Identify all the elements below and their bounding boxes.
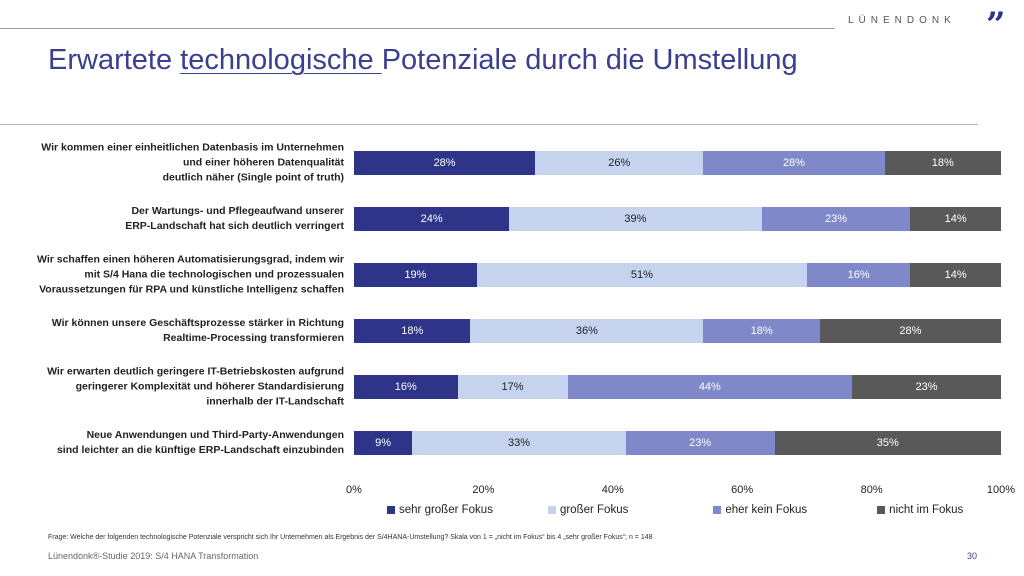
data-label: 18% [750, 325, 773, 337]
bar-segment: 14% [910, 207, 1001, 231]
bar-segment: 17% [457, 375, 568, 399]
data-label: 44% [698, 381, 721, 393]
title-part: Erwartete [48, 44, 181, 76]
legend-label: sehr großer Fokus [399, 504, 493, 516]
bar-segment: 18% [703, 319, 820, 343]
bar-segment: 19% [354, 263, 477, 287]
data-label: 35% [876, 437, 899, 449]
bar-segment: 23% [625, 431, 775, 455]
bar-segment: 36% [470, 319, 704, 343]
category-label: Neue Anwendungen und Third-Party-Anwendu… [56, 429, 344, 456]
bar-segment: 35% [774, 431, 1001, 455]
bar-segment: 39% [509, 207, 762, 231]
data-label: 18% [931, 157, 954, 169]
data-label: 51% [630, 269, 653, 281]
legend-label: eher kein Fokus [725, 504, 808, 516]
data-label: 28% [782, 157, 805, 169]
data-label: 19% [404, 269, 427, 281]
legend-swatch [387, 506, 395, 514]
bar-segment: 16% [806, 263, 911, 287]
x-tick-label: 20% [472, 484, 495, 496]
page-number: 30 [967, 551, 978, 561]
x-tick-label: 80% [860, 484, 883, 496]
data-label: 14% [944, 213, 967, 225]
data-label: 24% [420, 213, 443, 225]
data-label: 23% [689, 437, 712, 449]
logo: LÜNENDONK [848, 15, 956, 26]
category-label: Wir können unsere Geschäftsprozesse stär… [51, 317, 344, 344]
bar-segment: 44% [567, 375, 853, 399]
x-tick-label: 100% [986, 484, 1016, 496]
data-label: 16% [394, 381, 417, 393]
bar-segment: 28% [819, 319, 1001, 343]
legend-item: nicht im Fokus [877, 504, 963, 516]
data-label: 23% [824, 213, 848, 225]
data-label: 28% [899, 325, 922, 337]
x-tick-label: 0% [346, 484, 362, 496]
legend-swatch [547, 506, 556, 514]
data-label: 26% [608, 157, 631, 169]
data-label: 16% [847, 269, 870, 281]
data-label: 33% [507, 437, 530, 449]
data-label: 28% [433, 157, 456, 169]
legend: sehr großer Fokus großer Fokus eher kein F… [387, 504, 963, 516]
bar-segment: 14% [910, 263, 1001, 287]
bar-segment: 51% [476, 263, 807, 287]
category-label: Wir schaffen einen höheren Automatisieru… [37, 253, 344, 296]
data-label: 23% [915, 381, 938, 393]
logo-quote-icon: ” [986, 5, 1006, 45]
data-label: 9% [375, 437, 392, 449]
bar-segment: 23% [761, 207, 911, 231]
bar-segment: 18% [884, 151, 1001, 175]
data-label: 39% [624, 213, 647, 225]
category-label: Wir kommen einer einheitlichen Datenbasi… [41, 141, 344, 184]
bar-segment: 24% [354, 207, 510, 231]
legend-item: eher kein Fokus [713, 504, 807, 516]
data-label: 14% [944, 269, 967, 281]
bar-segment: 33% [412, 431, 626, 455]
x-tick-label: 40% [601, 484, 624, 496]
title-part: Potenziale durch die Umstellung [381, 44, 798, 76]
bar-segment: 26% [535, 151, 704, 175]
legend-item: sehr großer Fokus [387, 504, 493, 516]
question-note: Frage: Welche der folgenden technologisc… [48, 534, 653, 541]
data-label: 18% [401, 325, 424, 337]
bar-segment: 28% [703, 151, 885, 175]
bar-segment: 16% [354, 375, 458, 399]
x-tick-label: 60% [731, 484, 754, 496]
top-divider [0, 28, 835, 29]
footer: Lünendonk®-Studie 2019: S/4 HANA Transfo… [48, 551, 259, 561]
bar-segment: 18% [354, 319, 471, 343]
legend-swatch [713, 506, 722, 514]
title-underlined: technologische [180, 44, 382, 76]
legend-item: großer Fokus [547, 504, 629, 516]
bar-segment: 28% [354, 151, 536, 175]
legend-label: großer Fokus [559, 504, 629, 516]
category-label: Wir erwarten deutlich geringere IT-Betri… [47, 365, 344, 408]
bar-segment: 9% [354, 431, 413, 455]
data-label: 36% [575, 325, 598, 337]
legend-swatch [877, 506, 886, 514]
page-title: Erwartete technologische Potenziale durc… [48, 44, 798, 77]
bar-segment: 23% [852, 375, 1001, 399]
legend-label: nicht im Fokus [889, 504, 964, 516]
category-label: Der Wartungs- und Pflegeaufwand unserer … [125, 205, 344, 232]
data-label: 17% [501, 381, 524, 393]
title-divider [0, 124, 978, 125]
